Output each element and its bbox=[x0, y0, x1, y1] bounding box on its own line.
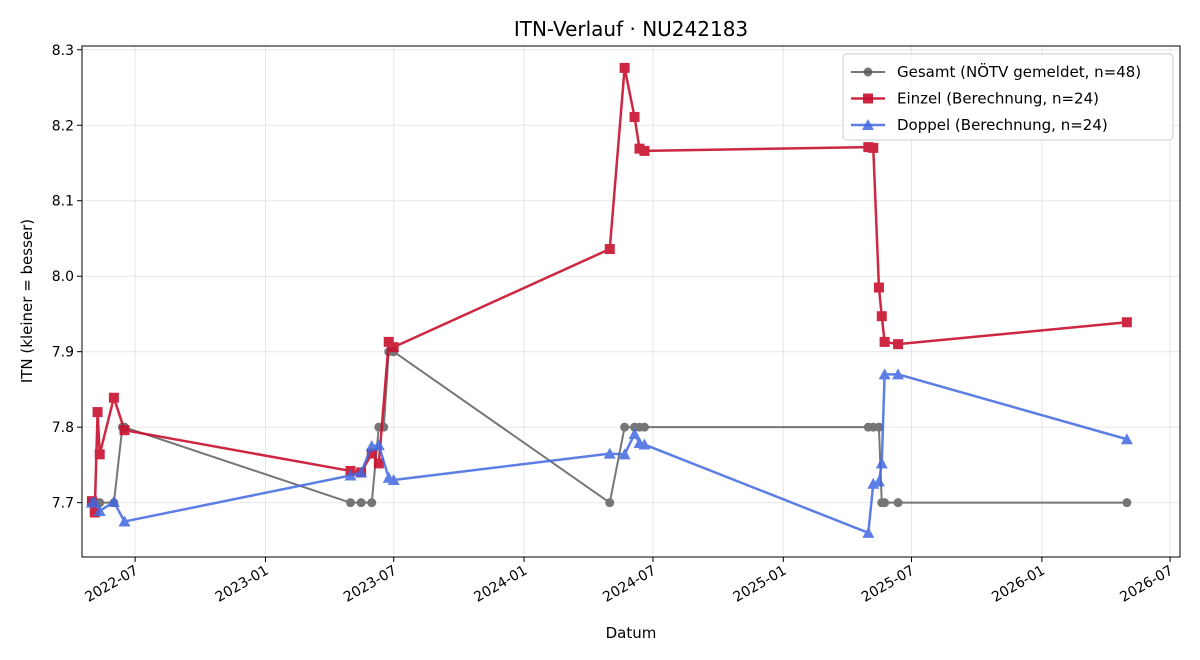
x-tick-label: 2025-01 bbox=[731, 563, 790, 606]
x-tick-label: 2023-07 bbox=[341, 563, 400, 606]
y-tick-label: 8.0 bbox=[52, 269, 74, 285]
data-point-doppel bbox=[638, 438, 651, 450]
data-point-einzel bbox=[119, 425, 130, 436]
data-point-gesamt bbox=[345, 498, 355, 508]
data-point-gesamt bbox=[874, 422, 884, 432]
chart-title: ITN-Verlauf · NU242183 bbox=[514, 17, 748, 41]
x-tick-label: 2023-01 bbox=[213, 563, 272, 606]
data-point-gesamt bbox=[620, 422, 630, 432]
data-point-doppel bbox=[603, 447, 616, 459]
x-tick-label: 2025-07 bbox=[859, 563, 918, 606]
data-point-doppel bbox=[1120, 433, 1133, 445]
y-tick-label: 7.7 bbox=[52, 496, 74, 512]
data-point-gesamt bbox=[880, 498, 890, 508]
data-point-einzel bbox=[366, 448, 377, 459]
y-tick-label: 7.9 bbox=[52, 345, 74, 361]
legend-marker-einzel bbox=[863, 93, 873, 104]
y-axis-label: ITN (kleiner = besser) bbox=[18, 219, 36, 383]
data-point-einzel bbox=[619, 62, 630, 73]
data-point-doppel bbox=[344, 469, 357, 481]
data-point-einzel bbox=[639, 145, 650, 156]
legend-marker-gesamt bbox=[863, 67, 873, 77]
data-point-einzel bbox=[373, 458, 384, 469]
y-tick-label: 8.2 bbox=[52, 118, 74, 134]
data-point-doppel bbox=[355, 466, 368, 478]
data-point-doppel bbox=[892, 368, 905, 380]
data-point-doppel bbox=[107, 495, 120, 507]
data-point-einzel bbox=[1121, 317, 1132, 328]
legend-box bbox=[842, 53, 1174, 141]
data-point-doppel bbox=[878, 368, 891, 380]
x-tick-label: 2022-07 bbox=[82, 563, 141, 606]
data-point-einzel bbox=[604, 244, 615, 255]
data-point-einzel bbox=[383, 336, 394, 347]
y-tick-label: 8.1 bbox=[52, 194, 74, 210]
data-point-doppel bbox=[875, 457, 888, 469]
data-point-doppel bbox=[387, 474, 400, 486]
y-tick-label: 7.8 bbox=[52, 420, 74, 436]
x-tick-label: 2026-01 bbox=[989, 563, 1048, 606]
data-point-doppel bbox=[872, 475, 885, 487]
legend-label-einzel: Einzel (Berechnung, n=24) bbox=[897, 90, 1099, 108]
data-point-einzel bbox=[893, 339, 904, 350]
data-point-einzel bbox=[89, 507, 100, 518]
legend-label-doppel: Doppel (Berechnung, n=24) bbox=[897, 116, 1108, 134]
series-doppel bbox=[85, 368, 1133, 538]
data-point-doppel bbox=[88, 496, 101, 508]
plot-frame bbox=[81, 45, 1181, 558]
legend: Gesamt (NÖTV gemeldet, n=48) Einzel (Bere… bbox=[842, 53, 1174, 141]
data-point-einzel bbox=[108, 392, 119, 403]
x-tick-label: 2026-07 bbox=[1117, 563, 1176, 606]
data-point-einzel bbox=[92, 407, 103, 418]
data-point-gesamt bbox=[367, 498, 377, 508]
data-point-gesamt bbox=[1122, 498, 1132, 508]
data-point-einzel bbox=[873, 282, 884, 293]
data-point-doppel bbox=[118, 515, 131, 527]
y-tick-label: 8.3 bbox=[52, 43, 74, 59]
x-tick-label: 2024-07 bbox=[600, 563, 659, 606]
data-point-doppel bbox=[862, 526, 875, 538]
data-point-einzel bbox=[629, 111, 640, 122]
data-point-einzel bbox=[388, 342, 399, 353]
data-point-einzel bbox=[868, 142, 879, 153]
data-point-gesamt bbox=[893, 498, 903, 508]
data-point-doppel bbox=[372, 439, 385, 451]
data-point-einzel bbox=[876, 311, 887, 322]
data-point-gesamt bbox=[605, 498, 615, 508]
data-point-gesamt bbox=[356, 498, 366, 508]
x-axis-label: Datum bbox=[606, 624, 657, 642]
data-point-gesamt bbox=[639, 422, 649, 432]
data-point-einzel bbox=[94, 449, 105, 460]
x-tick-label: 2024-01 bbox=[471, 563, 530, 606]
data-point-doppel bbox=[93, 504, 106, 516]
legend-marker-doppel bbox=[862, 119, 874, 130]
data-point-doppel bbox=[618, 448, 631, 460]
data-point-doppel bbox=[628, 427, 641, 439]
data-point-einzel bbox=[879, 336, 890, 347]
legend-label-gesamt: Gesamt (NÖTV gemeldet, n=48) bbox=[897, 62, 1141, 81]
